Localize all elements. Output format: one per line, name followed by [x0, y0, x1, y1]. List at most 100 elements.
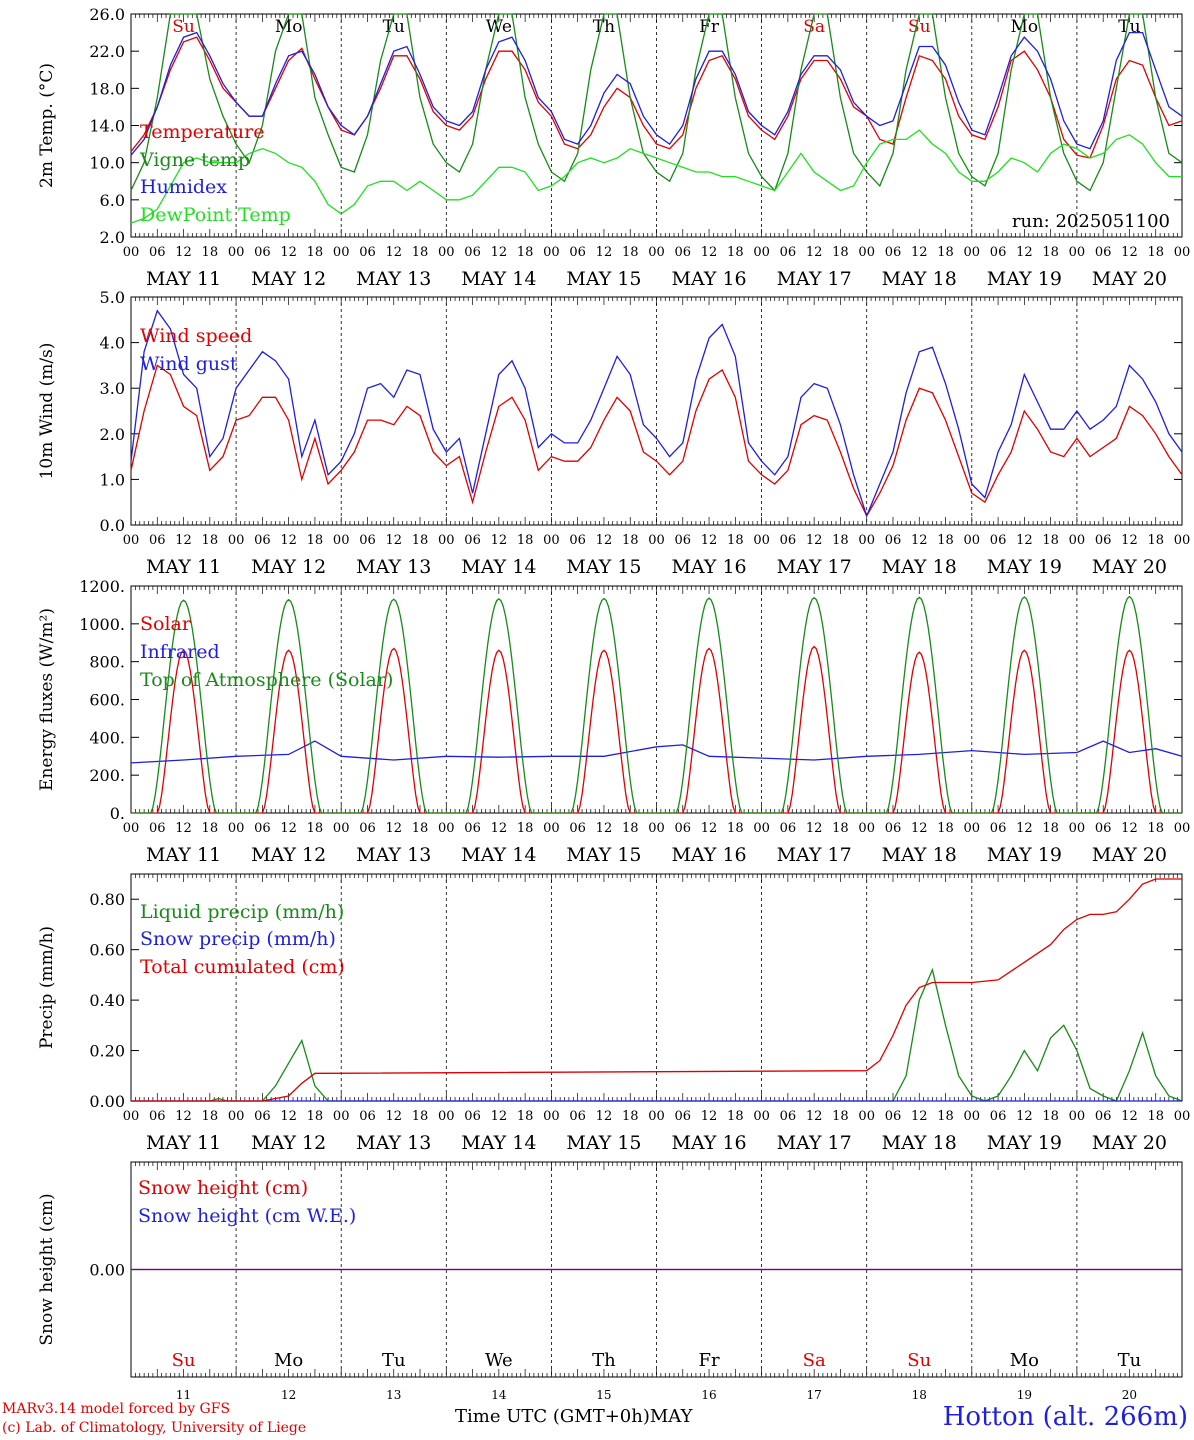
hour-tick-label: 12: [491, 1109, 508, 1124]
hour-tick-label: 06: [464, 1109, 481, 1124]
hour-tick-label: 06: [675, 1109, 692, 1124]
weekday-label: Tu: [383, 17, 405, 37]
hour-tick-label: 00: [964, 821, 981, 836]
legend-entry: DewPoint Temp: [140, 204, 291, 226]
hour-tick-label: 12: [385, 533, 402, 548]
date-label: MAY 15: [566, 268, 641, 290]
hour-tick-label: 06: [569, 1109, 586, 1124]
hour-tick-label: 00: [1174, 245, 1191, 260]
hour-tick-label: 00: [228, 533, 245, 548]
hour-tick-label: 06: [254, 245, 271, 260]
hour-tick-label: 12: [175, 533, 192, 548]
y-tick-label: 2.0: [100, 425, 125, 444]
hour-tick-label: 00: [648, 245, 665, 260]
date-label: MAY 15: [566, 844, 641, 866]
hour-tick-label: 18: [832, 533, 849, 548]
hour-tick-label: 18: [937, 1109, 954, 1124]
run-annotation: run: 2025051100: [1012, 211, 1170, 232]
hour-tick-label: 18: [202, 821, 219, 836]
hour-tick-label: 06: [464, 533, 481, 548]
date-label: MAY 12: [251, 1132, 326, 1154]
series-line-infrared: [130, 740, 1183, 764]
hour-tick-label: 00: [123, 821, 140, 836]
date-label: MAY 19: [987, 268, 1062, 290]
y-tick-label: 0.: [110, 804, 125, 823]
hour-tick-label: 00: [438, 1109, 455, 1124]
legend-entry: Solar: [140, 613, 192, 635]
hour-tick-label: 12: [491, 245, 508, 260]
x-axis-title: Time UTC (GMT+0h)MAY: [455, 1406, 693, 1427]
date-label: MAY 12: [251, 844, 326, 866]
date-label: MAY 19: [987, 844, 1062, 866]
date-label: MAY 17: [777, 556, 852, 578]
hour-tick-label: 06: [569, 821, 586, 836]
hour-tick-label: 12: [911, 821, 928, 836]
hour-tick-label: 12: [911, 1109, 928, 1124]
day-number-label: 18: [912, 1388, 927, 1402]
weekday-label: Mo: [1011, 17, 1039, 37]
date-label: MAY 17: [777, 268, 852, 290]
hour-tick-label: 12: [911, 533, 928, 548]
legend-entry: Infrared: [140, 641, 220, 663]
legend-entry: Vigne temp: [139, 149, 250, 171]
day-number-label: 20: [1122, 1388, 1137, 1402]
weekday-label: Fr: [699, 17, 720, 37]
hour-tick-label: 12: [385, 245, 402, 260]
hour-tick-label: 12: [806, 1109, 823, 1124]
hour-tick-label: 12: [806, 821, 823, 836]
hour-tick-label: 18: [307, 533, 324, 548]
hour-tick-label: 00: [648, 1109, 665, 1124]
hour-tick-label: 18: [937, 245, 954, 260]
y-tick-label: 1200.: [79, 577, 125, 596]
hour-tick-label: 18: [517, 533, 534, 548]
hour-tick-label: 18: [622, 245, 639, 260]
hour-tick-label: 18: [1147, 1109, 1164, 1124]
weekday-label: Mo: [275, 17, 303, 37]
date-label: MAY 17: [777, 1132, 852, 1154]
hour-tick-label: 00: [543, 533, 560, 548]
y-tick-label: 0.80: [89, 890, 125, 909]
date-label: MAY 20: [1092, 844, 1167, 866]
hour-tick-label: 18: [412, 1109, 429, 1124]
hour-tick-label: 00: [753, 1109, 770, 1124]
legend-entry: Wind gust: [140, 353, 238, 375]
series-line-humidex: [130, 31, 1183, 156]
series-line-dewpoint-temp: [130, 129, 1182, 224]
hour-tick-label: 06: [675, 533, 692, 548]
hour-tick-label: 12: [491, 533, 508, 548]
hour-tick-label: 18: [517, 245, 534, 260]
hour-tick-label: 06: [254, 533, 271, 548]
date-label: MAY 11: [146, 556, 221, 578]
date-label: MAY 16: [671, 844, 746, 866]
weekday-label: Sa: [803, 17, 825, 37]
date-label: MAY 18: [882, 268, 957, 290]
hour-tick-label: 00: [123, 1109, 140, 1124]
legend-entry: Liquid precip (mm/h): [140, 901, 344, 923]
legend-entry: Top of Atmosphere (Solar): [140, 669, 393, 691]
hour-tick-label: 18: [832, 821, 849, 836]
hour-tick-label: 18: [307, 245, 324, 260]
weekday-label: Th: [592, 1350, 616, 1371]
date-label: MAY 16: [671, 1132, 746, 1154]
hour-tick-label: 06: [1095, 533, 1112, 548]
hour-tick-label: 18: [622, 821, 639, 836]
hour-tick-label: 18: [517, 821, 534, 836]
y-axis-label: 10m Wind (m/s): [37, 343, 57, 480]
y-tick-label: 600.: [89, 691, 125, 710]
hour-tick-label: 12: [175, 245, 192, 260]
hour-tick-label: 18: [1147, 821, 1164, 836]
hour-tick-label: 06: [359, 821, 376, 836]
weekday-label: Mo: [1010, 1350, 1039, 1371]
hour-tick-label: 00: [228, 821, 245, 836]
hour-tick-label: 00: [753, 821, 770, 836]
hour-tick-label: 00: [123, 533, 140, 548]
date-label: MAY 14: [461, 556, 536, 578]
hour-tick-label: 12: [911, 245, 928, 260]
hour-tick-label: 00: [438, 821, 455, 836]
hour-tick-label: 12: [1121, 1109, 1138, 1124]
hour-tick-label: 12: [1121, 533, 1138, 548]
series-line-total-cumulated-cm-: [131, 878, 1182, 1102]
hour-tick-label: 00: [648, 821, 665, 836]
hour-tick-label: 00: [228, 245, 245, 260]
date-label: MAY 12: [251, 268, 326, 290]
